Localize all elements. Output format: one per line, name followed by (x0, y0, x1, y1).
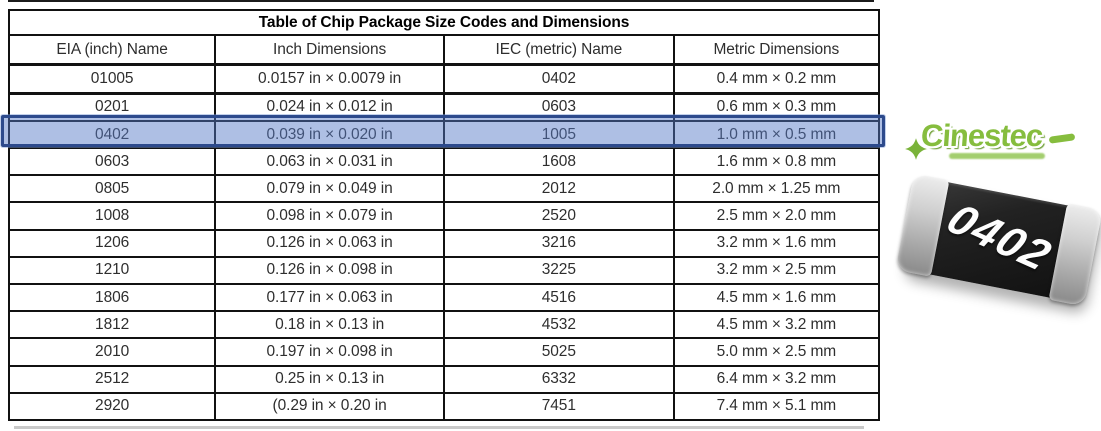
table-row: 0201 0.024 in × 0.012 in 0603 0.6 mm × 0.3 … (7, 92, 881, 122)
cell-inch: 0.126 in × 0.063 in (214, 228, 445, 258)
cell-metric: 6.4 mm × 3.2 mm (672, 364, 881, 394)
logo-tagline-bar (949, 153, 1045, 159)
cell-inch: 0.126 in × 0.098 in (214, 255, 445, 286)
cell-iec: 4516 (442, 283, 675, 313)
top-border-artifact (8, 0, 874, 2)
table-row: 0603 0.063 in × 0.031 in 1608 1.6 mm × 0.8 … (7, 147, 881, 177)
cell-iec: 7451 (442, 391, 675, 422)
cell-inch: 0.18 in × 0.13 in (214, 310, 445, 340)
cell-inch: 0.25 in × 0.13 in (214, 364, 445, 394)
cell-iec: 0402 (442, 63, 675, 95)
cell-metric: 7.4 mm × 5.1 mm (672, 391, 881, 422)
cell-iec: 4532 (442, 310, 675, 340)
cell-iec: 0603 (442, 92, 675, 122)
chip-package-photo: 0402 (895, 173, 1101, 308)
cell-iec: 2012 (442, 174, 675, 204)
logo-swoosh (1048, 133, 1076, 144)
cell-inch: 0.024 in × 0.012 in (214, 92, 445, 122)
cell-metric: 0.6 mm × 0.3 mm (672, 92, 881, 122)
cell-eia: 0402 (7, 119, 217, 150)
logo-wordmark: Cinestec (919, 118, 1044, 153)
cell-metric: 1.6 mm × 0.8 mm (672, 147, 881, 177)
table-row: 1806 0.177 in × 0.063 in 4516 4.5 mm × 1.6 … (7, 283, 881, 313)
cell-inch: (0.29 in × 0.20 in (214, 391, 445, 422)
cell-iec: 6332 (442, 364, 675, 394)
sparkle-icon (901, 134, 931, 164)
cell-metric: 4.5 mm × 3.2 mm (672, 310, 881, 340)
cell-eia: 0805 (7, 174, 217, 204)
cinestec-logo: Cinestec (901, 110, 1079, 172)
cell-iec: 3216 (442, 228, 675, 258)
cell-eia: 0201 (7, 92, 217, 122)
column-header-2: IEC (metric) Name (442, 34, 675, 66)
chip-size-table: Table of Chip Package Size Codes and Dim… (7, 9, 881, 422)
cell-metric: 2.0 mm × 1.25 mm (672, 174, 881, 204)
cell-inch: 0.079 in × 0.049 in (214, 174, 445, 204)
cell-iec: 5025 (442, 337, 675, 367)
table-row: 2920 (0.29 in × 0.20 in 7451 7.4 mm × 5.1 m… (7, 391, 881, 422)
table-row-highlighted: 0402 0.039 in × 0.020 in 1005 1.0 mm × 0.5 … (7, 119, 881, 150)
cell-metric: 3.2 mm × 2.5 mm (672, 255, 881, 286)
cell-eia: 0603 (7, 147, 217, 177)
cell-metric: 0.4 mm × 0.2 mm (672, 63, 881, 95)
cell-metric: 2.5 mm × 2.0 mm (672, 201, 881, 231)
cell-inch: 0.0157 in × 0.0079 in (214, 63, 445, 95)
table-row: 01005 0.0157 in × 0.0079 in 0402 0.4 mm × 0… (7, 63, 881, 95)
cell-metric: 5.0 mm × 2.5 mm (672, 337, 881, 367)
cell-metric: 4.5 mm × 1.6 mm (672, 283, 881, 313)
cell-metric: 1.0 mm × 0.5 mm (672, 119, 881, 150)
bottom-border-artifact (14, 426, 864, 429)
table-row: 1008 0.098 in × 0.079 in 2520 2.5 mm × 2.0 … (7, 201, 881, 231)
cell-iec: 1005 (442, 119, 675, 150)
cell-inch: 0.197 in × 0.098 in (214, 337, 445, 367)
cell-eia: 2920 (7, 391, 217, 422)
chip-body: 0402 (895, 173, 1101, 307)
cell-eia: 1806 (7, 283, 217, 313)
column-header-3: Metric Dimensions (672, 34, 881, 66)
column-header-1: Inch Dimensions (214, 34, 445, 66)
table-row: 1812 0.18 in × 0.13 in 4532 4.5 mm × 3.2 mm (7, 310, 881, 340)
cell-eia: 2512 (7, 364, 217, 394)
table-row: 1210 0.126 in × 0.098 in 3225 3.2 mm × 2.5 … (7, 255, 881, 286)
table-row: 2512 0.25 in × 0.13 in 6332 6.4 mm × 3.2 mm (7, 364, 881, 394)
cell-iec: 1608 (442, 147, 675, 177)
cell-iec: 3225 (442, 255, 675, 286)
cell-eia: 1210 (7, 255, 217, 286)
cell-inch: 0.063 in × 0.031 in (214, 147, 445, 177)
table-title: Table of Chip Package Size Codes and Dim… (8, 9, 880, 36)
chip-size-table-grid: Table of Chip Package Size Codes and Dim… (7, 9, 881, 422)
column-header-0: EIA (inch) Name (7, 34, 217, 66)
table-title-row: Table of Chip Package Size Codes and Dim… (8, 9, 880, 36)
cell-metric: 3.2 mm × 1.6 mm (672, 228, 881, 258)
table-row: 1206 0.126 in × 0.063 in 3216 3.2 mm × 1.6 … (7, 228, 881, 258)
table-body: 01005 0.0157 in × 0.0079 in 0402 0.4 mm × 0… (7, 63, 881, 422)
cell-inch: 0.039 in × 0.020 in (214, 119, 445, 150)
cell-eia: 1812 (7, 310, 217, 340)
cell-eia: 01005 (7, 63, 217, 95)
cell-inch: 0.098 in × 0.079 in (214, 201, 445, 231)
header-row: EIA (inch) Name Inch Dimensions IEC (metri… (7, 34, 881, 66)
cell-iec: 2520 (442, 201, 675, 231)
cell-inch: 0.177 in × 0.063 in (214, 283, 445, 313)
table-row: 2010 0.197 in × 0.098 in 5025 5.0 mm × 2.5 … (7, 337, 881, 367)
cell-eia: 1206 (7, 228, 217, 258)
cell-eia: 1008 (7, 201, 217, 231)
cell-eia: 2010 (7, 337, 217, 367)
table-row: 0805 0.079 in × 0.049 in 2012 2.0 mm × 1.25… (7, 174, 881, 204)
